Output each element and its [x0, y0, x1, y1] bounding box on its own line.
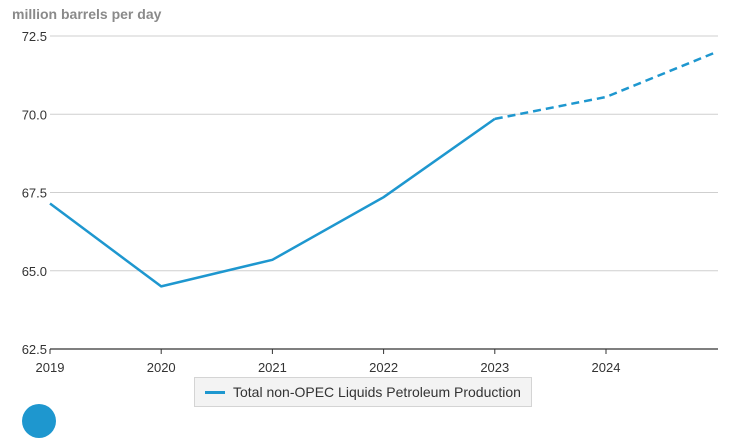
- x-tick-label: 2022: [369, 360, 398, 375]
- y-tick-label: 65.0: [22, 264, 47, 279]
- series-line-actual: [49, 117, 496, 288]
- y-tick-label: 70.0: [22, 107, 47, 122]
- series-lines: [49, 50, 718, 288]
- logo-mark: [22, 404, 56, 438]
- chart-svg: 62.5 65.0 67.5 70.0 72.5 2019 2020 2021 2022 202…: [22, 29, 718, 375]
- x-tick-labels: 2019 2020 2021 2022 2023 2024: [36, 360, 621, 375]
- y-axis-label: million barrels per day: [12, 6, 162, 22]
- x-tick-label: 2021: [258, 360, 287, 375]
- x-tick-label: 2023: [480, 360, 509, 375]
- y-tick-label: 62.5: [22, 342, 47, 357]
- y-tick-labels: 62.5 65.0 67.5 70.0 72.5: [22, 29, 47, 357]
- y-tick-label: 72.5: [22, 29, 47, 44]
- x-tick-label: 2020: [147, 360, 176, 375]
- x-tick-label: 2019: [36, 360, 65, 375]
- legend-label: Total non-OPEC Liquids Petroleum Product…: [233, 384, 521, 400]
- y-tick-label: 67.5: [22, 186, 47, 201]
- grid-lines: [49, 35, 718, 354]
- x-tick-label: 2024: [592, 360, 621, 375]
- legend[interactable]: Total non-OPEC Liquids Petroleum Product…: [194, 377, 532, 407]
- legend-swatch: [205, 390, 225, 394]
- series-line-forecast: [494, 50, 718, 121]
- chart-area: million barrels per day 62.5 65.0 67.5 70.0…: [12, 6, 718, 438]
